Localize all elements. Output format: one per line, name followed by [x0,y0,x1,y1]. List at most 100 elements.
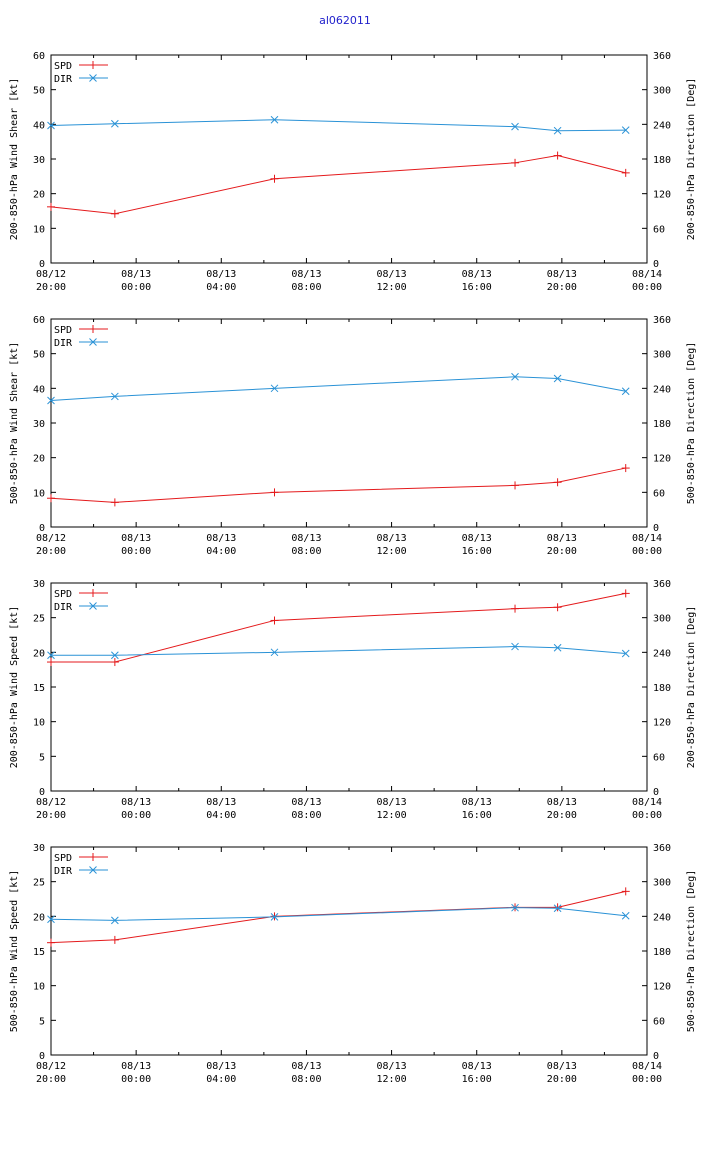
cross-marker [621,911,630,920]
cross-marker [270,115,279,124]
spd-data-point [110,935,119,944]
y-tick-label: 0 [39,259,45,270]
dir-data-point [111,392,119,401]
x-tick-date: 08/13 [377,269,407,280]
y2-tick-label: 360 [653,315,671,326]
x-tick-time: 08:00 [291,810,321,821]
legend-cross-marker [89,602,97,610]
dir-series-line [51,646,626,656]
dir-legend-label: DIR [54,866,73,877]
x-tick-date: 08/12 [36,269,66,280]
x-tick-date: 08/12 [36,797,66,808]
x-tick-time: 16:00 [462,1074,492,1085]
x-tick-date: 08/14 [632,269,662,280]
dir-legend-label: DIR [54,602,73,613]
y-tick-label: 10 [33,224,45,235]
dir-data-point [47,121,55,130]
x-tick-date: 08/13 [377,533,407,544]
x-tick-time: 20:00 [36,810,66,821]
cross-marker [270,913,279,921]
spd-data-point [511,481,520,490]
x-tick-time: 00:00 [121,282,151,293]
y-tick-label: 20 [33,190,45,201]
cross-marker [111,651,119,660]
y-tick-label: 60 [33,51,45,62]
dir-data-point [511,122,519,131]
cross-marker [47,651,55,660]
spd-data-point [621,887,630,896]
cross-marker [511,122,519,131]
spd-data-point [110,658,119,667]
y2-tick-label: 180 [653,419,671,430]
legend-cross-marker [89,74,97,82]
dir-data-point [621,911,630,920]
x-tick-time: 00:00 [121,810,151,821]
dir-data-point [511,903,519,912]
x-tick-time: 00:00 [121,546,151,557]
y-tick-label: 50 [33,86,45,97]
y2-tick-label: 360 [653,843,671,854]
x-tick-date: 08/13 [291,269,321,280]
dir-legend-label: DIR [54,338,73,349]
x-tick-time: 00:00 [632,282,662,293]
y2-tick-label: 300 [653,86,671,97]
dir-data-point [553,643,562,652]
x-tick-time: 00:00 [632,1074,662,1085]
y2-tick-label: 60 [653,752,665,763]
x-tick-date: 08/13 [206,1061,236,1072]
y-tick-label: 30 [33,419,45,430]
spd-legend-label: SPD [54,325,72,336]
y-axis-label: 200-850-hPa Wind Speed [kt] [9,606,20,769]
y-tick-label: 10 [33,488,45,499]
dir-data-point [111,651,119,660]
x-tick-time: 00:00 [632,546,662,557]
figure-title: al062011 [319,14,371,27]
cross-marker [511,642,519,651]
y2-tick-label: 60 [653,488,665,499]
spd-data-point [47,494,55,503]
spd-data-point [47,658,55,667]
y-tick-label: 5 [39,1016,45,1027]
spd-data-point [511,604,520,613]
y2-tick-label: 0 [653,787,659,798]
dir-data-point [511,372,519,381]
x-tick-date: 08/13 [206,533,236,544]
y-tick-label: 20 [33,912,45,923]
y2-tick-label: 0 [653,1051,659,1062]
x-tick-date: 08/13 [462,797,492,808]
y2-tick-label: 60 [653,224,665,235]
y2-tick-label: 360 [653,579,671,590]
y2-tick-label: 60 [653,1016,665,1027]
y-tick-label: 40 [33,120,45,131]
y-tick-label: 5 [39,752,45,763]
y2-axis-label: 500-850-hPa Direction [Deg] [686,342,697,505]
x-tick-date: 08/13 [547,1061,577,1072]
spd-legend-label: SPD [54,61,72,72]
chart-panel-1: 0 0 10 60 20 120 30 180 40 240 50 300 60 360 08/12 20:0… [9,51,697,293]
dir-data-point [270,115,279,124]
dir-data-point [270,384,279,393]
y-tick-label: 60 [33,315,45,326]
x-tick-date: 08/13 [462,1061,492,1072]
x-tick-time: 04:00 [206,810,236,821]
y-tick-label: 0 [39,523,45,534]
x-tick-time: 08:00 [291,282,321,293]
y2-tick-label: 300 [653,878,671,889]
y-tick-label: 10 [33,718,45,729]
y-tick-label: 0 [39,787,45,798]
y-tick-label: 40 [33,384,45,395]
spd-data-point [270,174,279,183]
spd-legend-label: SPD [54,589,72,600]
cross-marker [111,916,119,925]
x-tick-date: 08/13 [291,1061,321,1072]
x-tick-date: 08/14 [632,533,662,544]
dir-data-point [553,126,562,135]
dir-series-line [50,119,626,132]
x-tick-time: 08:00 [291,1074,321,1085]
cross-marker [621,126,630,134]
spd-legend-label: SPD [54,853,72,864]
y-tick-label: 25 [33,878,45,889]
cross-marker [111,392,119,401]
y-axis-label: 500-850-hPa Wind Speed [kt] [9,870,20,1033]
cross-marker [47,915,55,924]
